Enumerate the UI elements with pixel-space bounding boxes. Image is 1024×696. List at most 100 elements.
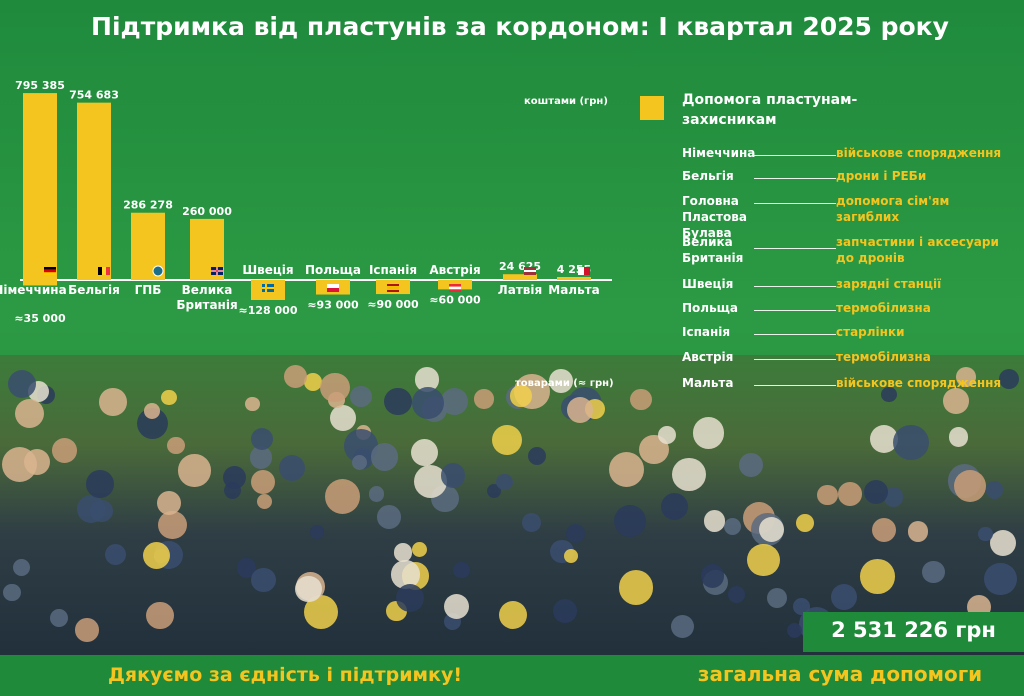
crowd-figure (236, 558, 257, 578)
money-value-label: 795 385 (15, 79, 65, 92)
crowd-figure (393, 543, 413, 563)
crowd-figure (553, 599, 578, 624)
crowd-figure (249, 446, 273, 469)
crowd-figure (474, 389, 494, 409)
crowd-figure (563, 548, 579, 564)
legend-country: Бельгія (682, 169, 734, 183)
crowd-figure (223, 466, 247, 490)
crowd-figure (330, 404, 357, 431)
crowd-figure (567, 397, 594, 424)
crowd-figure (723, 517, 741, 535)
legend-country: Австрія (682, 350, 734, 364)
crowd-figure (309, 525, 325, 540)
crowd-figure (75, 617, 100, 642)
legend-country: Велика Британія (682, 235, 744, 265)
crowd-figure (863, 479, 888, 504)
category-label: Польща (305, 263, 361, 277)
crowd-figure (143, 542, 171, 570)
crowd-figure (549, 369, 574, 394)
goods-value-label: ≈93 000 (307, 299, 359, 312)
legend-country: Іспанія (682, 325, 731, 339)
crowd-figure (370, 442, 399, 471)
total-label: загальна сума допомоги (697, 662, 983, 686)
group-photo (0, 355, 1024, 655)
crowd-figure (12, 559, 30, 576)
legend-help-type: запчастини і аксесуари до дронів (836, 235, 999, 265)
money-value-label: 754 683 (69, 89, 119, 102)
crowd-figure (157, 510, 187, 540)
crowd-figure (907, 520, 929, 542)
crowd-figure (2, 583, 21, 602)
flag-se-icon (262, 284, 274, 292)
crowd-figure (630, 388, 653, 411)
crowd-figure (250, 469, 276, 495)
money-bar (77, 102, 111, 280)
crowd-figure (700, 564, 725, 588)
crowd-figure (167, 436, 185, 454)
crowd-figure (872, 517, 897, 542)
crowd-figure (251, 568, 276, 593)
crowd-figure (351, 455, 367, 471)
total-box: 2 531 226 грн (803, 612, 1024, 652)
money-unit-label: коштами (грн) (524, 96, 608, 107)
crowd-figure (295, 575, 322, 602)
legend-connector (754, 359, 836, 360)
crowd-figure (984, 562, 1017, 595)
crowd-figure (660, 492, 688, 520)
crowd-figure (52, 437, 77, 463)
legend-help-type: зарядні станції (836, 277, 942, 291)
flag-mt-icon (578, 267, 590, 275)
crowd-figure (565, 523, 585, 543)
money-value-label: 260 000 (182, 205, 232, 218)
crowd-figure (99, 387, 128, 416)
page-title: Підтримка від пластунів за кордоном: І к… (91, 12, 949, 41)
legend-country: Мальта (682, 376, 734, 390)
crowd-figure (869, 424, 899, 454)
crowd-figure (816, 484, 838, 506)
money-bar (503, 274, 537, 280)
legend-country: Німеччина (682, 146, 756, 160)
legend-connector (754, 248, 836, 249)
crowd-figure (693, 417, 725, 449)
legend-connector (754, 203, 836, 204)
goods-value-label: ≈128 000 (239, 304, 298, 317)
money-value-label: 286 278 (123, 199, 173, 212)
crowd-figure (7, 369, 37, 399)
crowd-figure (377, 505, 401, 530)
legend-help-type: дрони і РЕБи (836, 169, 927, 183)
crowd-figure (766, 588, 787, 609)
legend-connector (754, 310, 836, 311)
goods-value-label: ≈90 000 (367, 298, 419, 311)
crowd-figure (860, 559, 895, 594)
crowd-figure (657, 425, 676, 444)
legend-country: Польща (682, 301, 739, 315)
crowd-figure (283, 365, 307, 388)
crowd-figure (830, 584, 857, 611)
crowd-figure (609, 451, 645, 487)
flag-gb-icon (211, 267, 223, 275)
category-label: Іспанія (369, 263, 417, 277)
legend-connector (754, 385, 836, 386)
crowd-figure (50, 609, 68, 628)
legend-help-type: термобілизна (836, 350, 931, 364)
crowd-figure (178, 454, 211, 487)
crowd-figure (350, 385, 372, 408)
flag-pl-icon (327, 284, 339, 292)
crowd-figure (410, 438, 438, 466)
crowd-figure (143, 403, 160, 420)
crowd-figure (86, 469, 115, 498)
crowd-figure (324, 478, 360, 514)
crowd-figure (104, 543, 127, 566)
crowd-figure (14, 398, 45, 429)
crowd-figure (396, 583, 425, 612)
crowd-figure (978, 526, 993, 541)
category-label: Німеччина (0, 283, 67, 297)
crowd-figure (738, 452, 763, 477)
crowd-figure (619, 570, 654, 605)
crowd-figure (496, 474, 513, 491)
crowd-figure (1, 447, 37, 482)
category-label: Велика Британія (176, 283, 237, 312)
crowd-figure (795, 513, 814, 532)
crowd-figure (453, 561, 470, 579)
crowd-figure (156, 490, 181, 515)
